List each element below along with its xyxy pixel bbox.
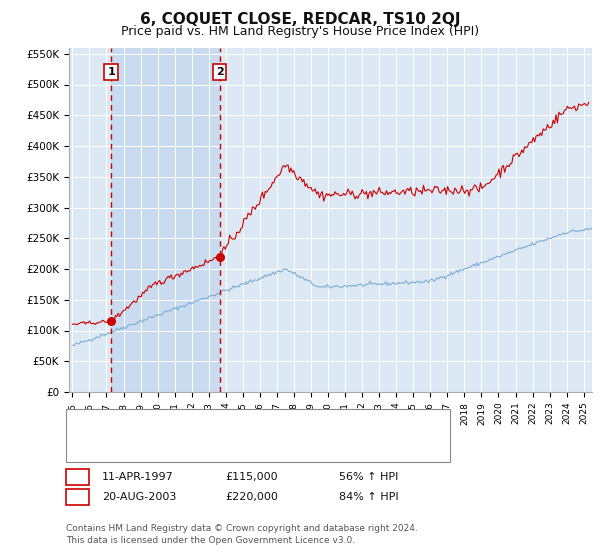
Text: 11-APR-1997: 11-APR-1997 [102, 472, 174, 482]
Text: HPI: Average price, detached house, Redcar and Cleveland: HPI: Average price, detached house, Redc… [96, 438, 403, 449]
Text: 1: 1 [74, 472, 81, 482]
Text: Contains HM Land Registry data © Crown copyright and database right 2024.
This d: Contains HM Land Registry data © Crown c… [66, 524, 418, 545]
Text: ——: —— [72, 437, 97, 450]
Text: 2: 2 [74, 492, 81, 502]
Text: 2: 2 [216, 67, 224, 77]
Text: 1: 1 [107, 67, 115, 77]
Text: 56% ↑ HPI: 56% ↑ HPI [339, 472, 398, 482]
Bar [111, 48, 220, 392]
Point [106, 317, 116, 326]
Text: 20-AUG-2003: 20-AUG-2003 [102, 492, 176, 502]
Point [215, 252, 224, 261]
Text: £115,000: £115,000 [225, 472, 278, 482]
Text: 84% ↑ HPI: 84% ↑ HPI [339, 492, 398, 502]
Text: 6, COQUET CLOSE, REDCAR, TS10 2QJ (detached house): 6, COQUET CLOSE, REDCAR, TS10 2QJ (detac… [96, 417, 389, 427]
Text: £220,000: £220,000 [225, 492, 278, 502]
Text: 6, COQUET CLOSE, REDCAR, TS10 2QJ: 6, COQUET CLOSE, REDCAR, TS10 2QJ [140, 12, 460, 27]
Text: Price paid vs. HM Land Registry's House Price Index (HPI): Price paid vs. HM Land Registry's House … [121, 25, 479, 38]
Text: ——: —— [72, 415, 97, 428]
